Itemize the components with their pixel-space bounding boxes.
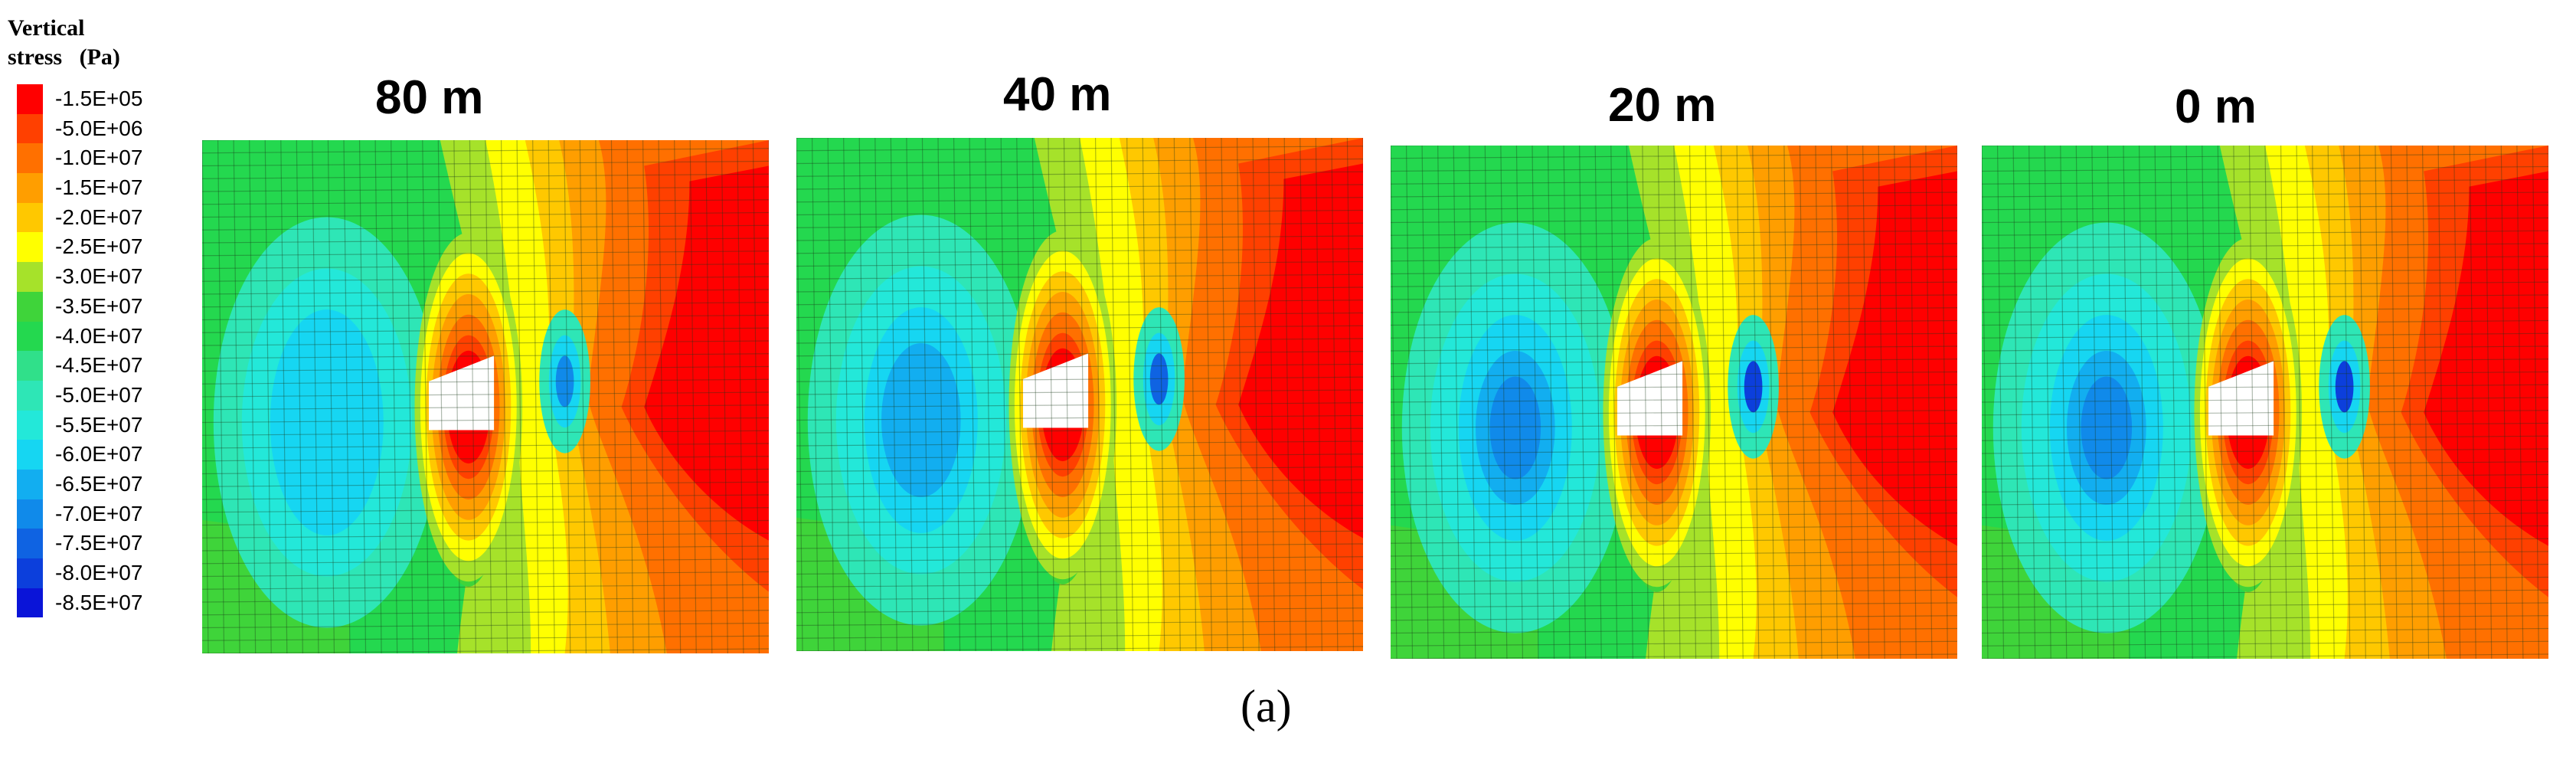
legend-swatch <box>17 410 43 440</box>
legend-swatch <box>17 321 43 352</box>
legend-swatch <box>17 588 43 618</box>
legend-swatch <box>17 529 43 558</box>
legend-label: -5.0E+07 <box>55 382 143 407</box>
legend-label: -7.0E+07 <box>55 501 143 525</box>
mesh-grid <box>796 138 1363 651</box>
legend-label: -2.0E+07 <box>55 205 143 229</box>
legend-swatch <box>17 380 43 411</box>
roadway-opening <box>429 355 495 430</box>
legend-label: -1.5E+05 <box>55 87 143 110</box>
legend-label: -8.5E+07 <box>55 590 143 614</box>
mesh-grid <box>1391 146 1957 659</box>
legend-label: -6.0E+07 <box>55 442 143 466</box>
panel-title-80m: 80 m <box>375 71 484 124</box>
legend-swatch <box>17 173 43 203</box>
panel-title-0m: 0 m <box>2175 80 2257 133</box>
legend-swatch <box>17 84 43 114</box>
legend-swatch <box>17 499 43 529</box>
legend-label: -3.0E+07 <box>55 264 143 289</box>
roadway-opening <box>1023 353 1089 428</box>
panel-title-20m: 20 m <box>1608 79 1717 132</box>
legend-label: -5.0E+06 <box>55 116 143 140</box>
legend-swatch <box>17 202 43 233</box>
legend-swatch <box>17 262 43 292</box>
legend-swatch <box>17 558 43 588</box>
legend-label: -2.5E+07 <box>55 234 143 259</box>
legend-label: -3.5E+07 <box>55 293 143 318</box>
legend-title-line1: Vertical <box>8 15 85 41</box>
legend-label: -6.5E+07 <box>55 471 143 496</box>
roadway-opening <box>2208 361 2274 436</box>
legend-swatch <box>17 351 43 381</box>
legend-swatch <box>17 143 43 174</box>
roadway-opening <box>1617 361 1683 436</box>
stress-contour-20m <box>1391 146 1957 659</box>
legend-swatch <box>17 469 43 499</box>
legend-swatch <box>17 291 43 322</box>
legend-swatch <box>17 232 43 263</box>
legend-label: -8.0E+07 <box>55 561 143 584</box>
legend-swatch <box>17 113 43 144</box>
legend-label: -4.5E+07 <box>55 353 143 378</box>
stress-contour-40m <box>796 138 1363 651</box>
stress-contour-80m <box>202 140 769 653</box>
legend-label: -7.5E+07 <box>55 531 143 555</box>
legend-swatch <box>17 440 43 470</box>
legend-label: -5.5E+07 <box>55 412 143 437</box>
mesh-grid <box>202 140 769 653</box>
legend-label: -1.0E+07 <box>55 146 143 170</box>
figure-caption: (a) <box>1241 681 1292 732</box>
legend-label: -1.5E+07 <box>55 175 143 200</box>
legend-title: Vertical stress (Pa) <box>8 14 120 72</box>
legend-label: -4.0E+07 <box>55 323 143 348</box>
panel-title-40m: 40 m <box>1003 68 1112 121</box>
legend-title-line2: stress (Pa) <box>8 44 120 70</box>
mesh-grid <box>1982 146 2548 659</box>
stress-contour-0m <box>1982 146 2548 659</box>
